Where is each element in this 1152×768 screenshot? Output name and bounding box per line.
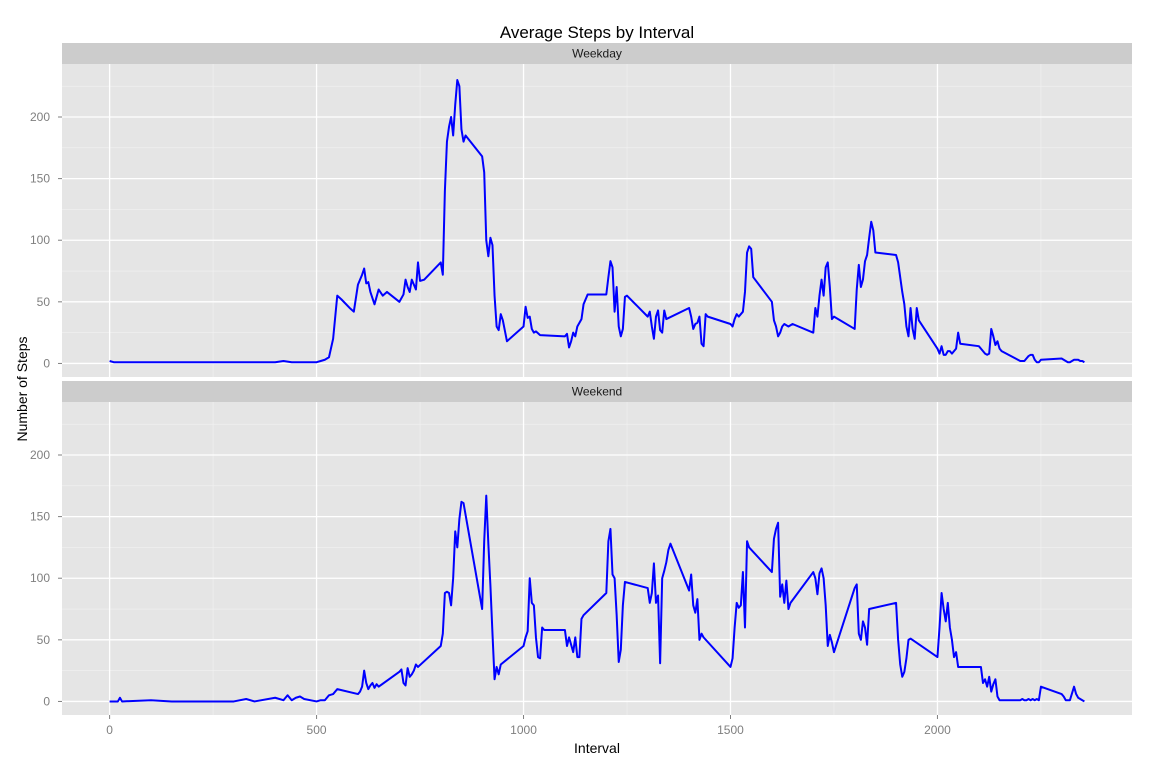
x-tick-label: 1500 — [717, 723, 744, 737]
facet-strip-label: Weekend — [572, 385, 622, 399]
y-tick-label: 100 — [30, 233, 50, 247]
y-tick-label: 0 — [43, 356, 50, 370]
y-tick-label: 150 — [30, 510, 50, 524]
facet-strip-label: Weekday — [572, 47, 622, 61]
y-tick-label: 150 — [30, 172, 50, 186]
series-line-weekday — [109, 79, 1085, 364]
y-tick-label: 0 — [43, 694, 50, 708]
x-tick-label: 0 — [106, 723, 113, 737]
y-tick-label: 200 — [30, 448, 50, 462]
facet-panels: Weekday 0 50 100 150 200 Weekend 0 50 100 150 200 — [30, 43, 1132, 715]
plot-panel-background — [62, 64, 1132, 377]
x-tick-label: 500 — [307, 723, 327, 737]
y-axis-title: Number of Steps — [14, 336, 30, 441]
facet-panel-weekday: Weekday 0 50 100 150 200 — [30, 43, 1132, 377]
chart-title: Average Steps by Interval — [500, 23, 694, 42]
x-axis: 0 500 1000 1500 2000 — [106, 715, 951, 737]
y-tick-label: 200 — [30, 110, 50, 124]
series-line-weekend — [109, 494, 1085, 703]
plot-panel-background — [62, 402, 1132, 715]
y-tick-label: 50 — [37, 295, 51, 309]
y-tick-label: 50 — [37, 633, 51, 647]
facet-panel-weekend: Weekend 0 50 100 150 200 — [30, 381, 1132, 715]
y-tick-label: 100 — [30, 571, 50, 585]
x-tick-label: 2000 — [924, 723, 951, 737]
x-axis-title: Interval — [574, 740, 620, 756]
facet-strip — [62, 381, 1132, 402]
facet-strip — [62, 43, 1132, 64]
x-tick-label: 1000 — [510, 723, 537, 737]
